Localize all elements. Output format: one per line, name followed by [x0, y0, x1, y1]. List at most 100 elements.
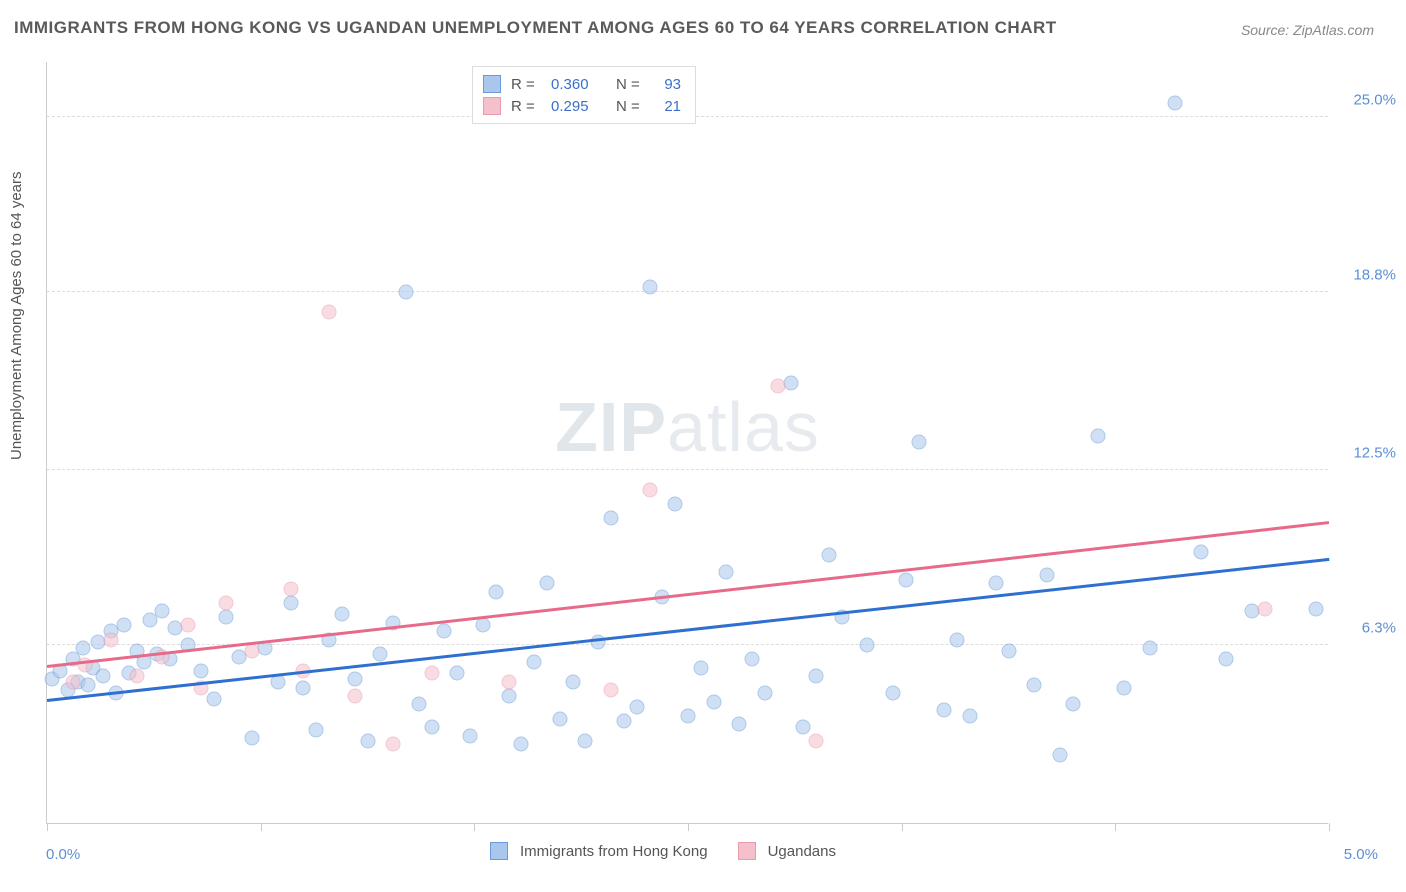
scatter-point	[668, 497, 683, 512]
scatter-point	[527, 655, 542, 670]
scatter-point	[809, 669, 824, 684]
x-tick	[688, 823, 689, 831]
correlation-legend: R =0.360N =93 R = 0.295 N = 21	[472, 66, 696, 124]
scatter-point	[501, 674, 516, 689]
gridline	[47, 291, 1328, 292]
scatter-point	[104, 632, 119, 647]
y-tick-label: 6.3%	[1362, 620, 1396, 637]
scatter-point	[193, 663, 208, 678]
x-tick	[1329, 823, 1330, 831]
scatter-point	[219, 595, 234, 610]
scatter-point	[501, 689, 516, 704]
scatter-point	[937, 703, 952, 718]
scatter-point	[950, 632, 965, 647]
scatter-point	[1065, 697, 1080, 712]
n-value: 93	[656, 76, 681, 93]
scatter-point	[373, 646, 388, 661]
scatter-point	[911, 435, 926, 450]
source-attribution: Source: ZipAtlas.com	[1241, 22, 1374, 38]
scatter-point	[565, 674, 580, 689]
scatter-point	[450, 666, 465, 681]
y-axis-label: Unemployment Among Ages 60 to 64 years	[8, 171, 25, 460]
legend-row: R = 0.295 N = 21	[483, 95, 681, 117]
trend-line	[47, 521, 1329, 667]
scatter-point	[206, 691, 221, 706]
legend-label: Immigrants from Hong Kong	[520, 843, 708, 860]
scatter-point	[578, 734, 593, 749]
x-tick	[47, 823, 48, 831]
y-tick-label: 18.8%	[1353, 267, 1396, 284]
scatter-point	[155, 604, 170, 619]
scatter-point	[783, 375, 798, 390]
legend-row: R =0.360N =93	[483, 73, 681, 95]
n-label: N =	[616, 98, 646, 115]
scatter-point	[796, 720, 811, 735]
watermark-logo: ZIPatlas	[555, 387, 820, 467]
scatter-point	[770, 378, 785, 393]
scatter-point	[129, 669, 144, 684]
scatter-point	[809, 734, 824, 749]
scatter-point	[398, 285, 413, 300]
scatter-point	[437, 624, 452, 639]
scatter-point	[347, 689, 362, 704]
y-tick-label: 25.0%	[1353, 92, 1396, 109]
legend-label: Ugandans	[768, 843, 836, 860]
scatter-point	[1052, 748, 1067, 763]
scatter-point	[309, 722, 324, 737]
scatter-point	[411, 697, 426, 712]
scatter-point	[757, 686, 772, 701]
scatter-point	[1116, 680, 1131, 695]
scatter-point	[898, 573, 913, 588]
scatter-point	[245, 731, 260, 746]
x-tick	[474, 823, 475, 831]
x-axis-max-label: 5.0%	[1344, 846, 1378, 863]
scatter-point	[296, 680, 311, 695]
scatter-point	[642, 279, 657, 294]
scatter-point	[963, 708, 978, 723]
scatter-point	[1219, 652, 1234, 667]
scatter-plot-area: ZIPatlas 6.3%12.5%18.8%25.0%	[46, 62, 1328, 824]
scatter-point	[96, 669, 111, 684]
scatter-point	[424, 666, 439, 681]
legend-swatch	[490, 842, 508, 860]
scatter-point	[386, 736, 401, 751]
scatter-point	[629, 700, 644, 715]
scatter-point	[1309, 601, 1324, 616]
scatter-point	[1142, 641, 1157, 656]
scatter-point	[706, 694, 721, 709]
scatter-point	[181, 618, 196, 633]
n-value: 21	[656, 98, 681, 115]
scatter-point	[642, 482, 657, 497]
scatter-point	[1257, 601, 1272, 616]
scatter-point	[475, 618, 490, 633]
legend-swatch	[483, 75, 501, 93]
legend-swatch	[738, 842, 756, 860]
r-value: 0.295	[551, 98, 606, 115]
scatter-point	[424, 720, 439, 735]
scatter-point	[886, 686, 901, 701]
x-tick	[261, 823, 262, 831]
scatter-point	[988, 576, 1003, 591]
scatter-point	[719, 564, 734, 579]
scatter-point	[334, 607, 349, 622]
chart-title: IMMIGRANTS FROM HONG KONG VS UGANDAN UNE…	[14, 18, 1057, 38]
scatter-point	[116, 618, 131, 633]
legend-swatch	[483, 97, 501, 115]
r-label: R =	[511, 98, 541, 115]
scatter-point	[488, 584, 503, 599]
scatter-point	[219, 609, 234, 624]
x-tick	[902, 823, 903, 831]
scatter-point	[552, 711, 567, 726]
scatter-point	[681, 708, 696, 723]
scatter-point	[822, 547, 837, 562]
trend-line	[47, 558, 1329, 702]
scatter-point	[514, 736, 529, 751]
scatter-point	[75, 641, 90, 656]
scatter-point	[860, 638, 875, 653]
r-value: 0.360	[551, 76, 606, 93]
scatter-point	[463, 728, 478, 743]
scatter-point	[1168, 96, 1183, 111]
scatter-point	[1193, 545, 1208, 560]
scatter-point	[360, 734, 375, 749]
scatter-point	[539, 576, 554, 591]
